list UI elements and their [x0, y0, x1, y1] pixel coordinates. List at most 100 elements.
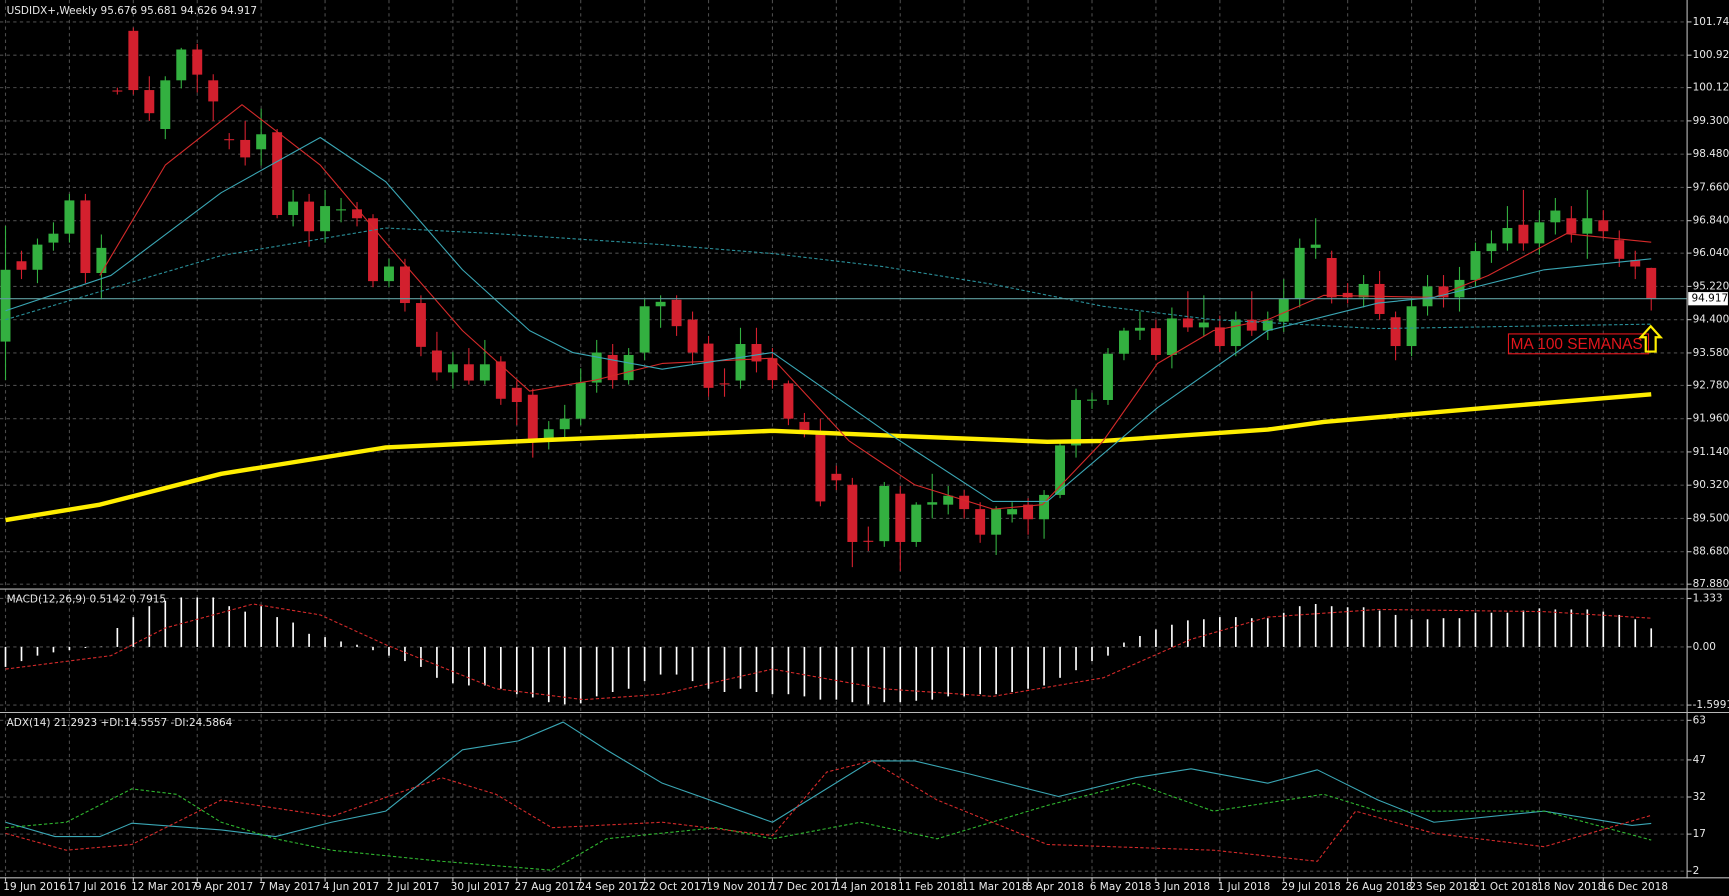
- candle-body: [1326, 258, 1337, 298]
- y-tick-label: 94.400: [1693, 314, 1729, 326]
- candle-body: [511, 387, 522, 403]
- candle-body: [879, 485, 890, 542]
- candle-body: [352, 209, 362, 219]
- x-tick-label: 30 Jul 2017: [451, 881, 510, 893]
- x-tick-label: 9 Apr 2017: [195, 881, 253, 893]
- candle-body: [447, 364, 458, 373]
- candle-body: [1055, 445, 1066, 495]
- candle-body: [975, 509, 986, 535]
- candle-body: [831, 473, 842, 481]
- y-tick-label: 96.040: [1693, 247, 1729, 259]
- x-tick-label: 14 Jan 2018: [834, 881, 897, 893]
- y-tick-label: 100.120: [1693, 82, 1729, 94]
- candle-body: [559, 418, 570, 430]
- candle-body: [336, 209, 347, 211]
- candle-body: [911, 504, 922, 542]
- candle-body: [1007, 509, 1018, 515]
- candle-body: [1550, 210, 1561, 223]
- candle-body: [16, 261, 27, 270]
- indicator-line: [99, 104, 1652, 510]
- candle-body: [399, 266, 410, 304]
- candle-body: [224, 139, 235, 141]
- candle-body: [128, 30, 139, 91]
- y-tick-label: 91.140: [1693, 446, 1729, 458]
- x-tick-label: 11 Mar 2018: [962, 881, 1028, 893]
- x-tick-label: 6 May 2018: [1090, 881, 1152, 893]
- y-tick-label: -1.5991: [1693, 699, 1729, 711]
- x-tick-label: 27 Aug 2017: [515, 881, 582, 893]
- candle-body: [543, 429, 554, 441]
- annotation-arrow: [1638, 324, 1664, 353]
- candle-body: [591, 352, 602, 383]
- candle-body: [1310, 244, 1321, 248]
- x-tick-label: 22 Oct 2017: [642, 881, 707, 893]
- y-tick-label: 32: [1693, 791, 1706, 803]
- candle-body: [1023, 504, 1034, 520]
- candle-body: [703, 343, 714, 388]
- macd-title: MACD(12,26,9) 0.5142 0.7915: [7, 594, 166, 606]
- candle-body: [1470, 251, 1481, 280]
- candle-body: [607, 354, 618, 381]
- candle-body: [767, 358, 778, 381]
- y-tick-label: 1.333: [1693, 592, 1723, 604]
- candle-body: [815, 432, 826, 502]
- candle-body: [1182, 318, 1193, 328]
- x-tick-label: 3 Jun 2018: [1154, 881, 1210, 893]
- last-price-label: 94.917: [1692, 293, 1729, 305]
- adx-title: ADX(14) 21.2923 +DI:14.5557 -DI:24.5864: [7, 717, 233, 729]
- candle-body: [1071, 399, 1081, 446]
- candle-body: [495, 361, 506, 399]
- candle-body: [1630, 260, 1641, 267]
- candle-body: [687, 319, 698, 353]
- candle-body: [240, 139, 251, 158]
- y-tick-label: 91.960: [1693, 413, 1729, 425]
- candle-body: [192, 49, 203, 75]
- candle-body: [176, 49, 187, 81]
- candle-body: [1358, 283, 1369, 298]
- candle-body: [991, 509, 1002, 535]
- candle-body: [1518, 224, 1529, 244]
- candle-body: [623, 354, 634, 381]
- x-tick-label: 4 Jun 2017: [323, 881, 379, 893]
- y-tick-label: 97.660: [1693, 181, 1729, 193]
- candle-body: [1342, 292, 1353, 298]
- candle-body: [783, 383, 794, 419]
- candle-body: [847, 484, 858, 542]
- candle-body: [527, 394, 538, 441]
- candle-body: [0, 269, 11, 342]
- candle-body: [1278, 298, 1289, 322]
- y-tick-label: 96.840: [1693, 215, 1729, 227]
- candle-body: [575, 382, 586, 419]
- candle-body: [80, 200, 91, 274]
- candle-body: [160, 80, 171, 130]
- candle-body: [1087, 399, 1097, 401]
- candle-body: [1150, 328, 1161, 355]
- candle-body: [431, 350, 442, 373]
- y-tick-label: 99.300: [1693, 115, 1729, 127]
- candle-body: [288, 201, 299, 216]
- x-tick-label: 17 Jul 2016: [67, 881, 126, 893]
- candle-body: [208, 80, 219, 102]
- indicator-line: [5, 721, 1652, 838]
- y-tick-label: 88.680: [1693, 546, 1729, 558]
- y-tick-label: 2: [1693, 865, 1700, 877]
- y-tick-label: 17: [1693, 828, 1706, 840]
- candle-body: [1438, 286, 1449, 298]
- candle-body: [799, 421, 810, 431]
- candle-body: [1454, 279, 1465, 298]
- candle-body: [1246, 319, 1257, 331]
- candle-body: [1390, 317, 1401, 347]
- candle-body: [32, 244, 43, 270]
- candle-body: [959, 495, 970, 510]
- candle-body: [384, 266, 394, 282]
- x-tick-label: 1 Jul 2018: [1218, 881, 1271, 893]
- candle-body: [1230, 319, 1241, 347]
- candle-body: [1134, 327, 1145, 331]
- chart-title: USDIDX+,Weekly 95.676 95.681 94.626 94.9…: [7, 5, 257, 17]
- candle-body: [719, 383, 730, 385]
- last-price-box: [1688, 292, 1728, 306]
- candle-body: [1598, 220, 1609, 232]
- x-tick-label: 23 Sep 2018: [1409, 881, 1475, 893]
